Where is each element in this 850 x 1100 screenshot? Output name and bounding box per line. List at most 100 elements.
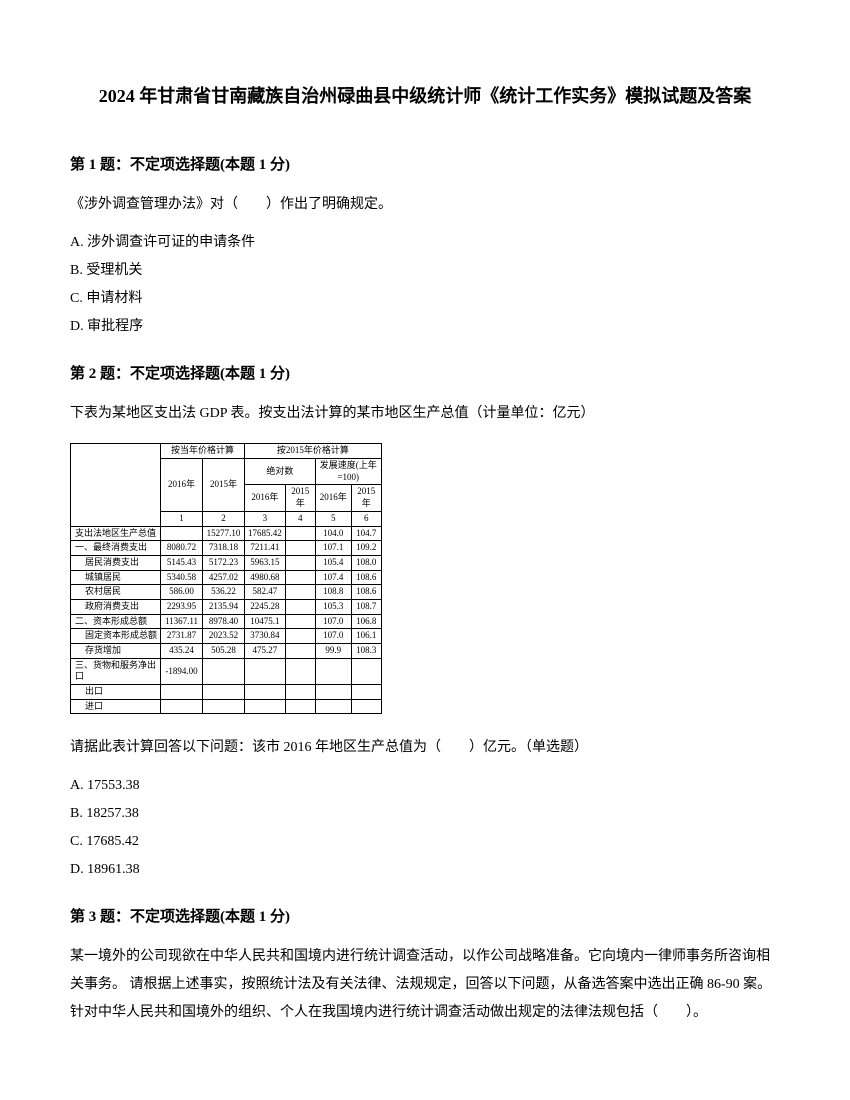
table-cell xyxy=(285,570,315,585)
table-row: 政府消费支出2293.952135.942245.28105.3108.7 xyxy=(71,599,382,614)
table-cell xyxy=(245,658,286,684)
q1-option-a: A. 涉外调查许可证的申请条件 xyxy=(70,229,780,257)
table-cell xyxy=(285,526,315,541)
table-row-label: 二、资本形成总额 xyxy=(71,614,161,629)
table-header-col3: 按2015年价格计算 xyxy=(245,444,382,459)
table-sub1: 绝对数 xyxy=(245,459,316,485)
table-row: 存货增加435.24505.28475.27 99.9108.3 xyxy=(71,644,382,659)
table-cell: 105.4 xyxy=(315,555,351,570)
table-cell xyxy=(161,526,203,541)
table-cell: 11367.11 xyxy=(161,614,203,629)
q2-table-container: 按当年价格计算 按2015年价格计算 2016年 2015年 绝对数 发展速度(… xyxy=(70,443,780,714)
table-cell xyxy=(203,685,245,700)
table-cell xyxy=(285,614,315,629)
table-cell: 106.8 xyxy=(351,614,381,629)
table-row: 一、最终消费支出8080.727318.187211.41107.1109.2 xyxy=(71,541,382,556)
table-cell: 7211.41 xyxy=(245,541,286,556)
table-y2: 2015年 xyxy=(203,459,245,512)
q2-option-d: D. 18961.38 xyxy=(70,856,780,884)
table-cell: 4257.02 xyxy=(203,570,245,585)
table-cell xyxy=(161,699,203,714)
q1-text: 《涉外调查管理办法》对（ ）作出了明确规定。 xyxy=(70,191,780,219)
table-cell: 108.0 xyxy=(351,555,381,570)
q3-text: 某一境外的公司现欲在中华人民共和国境内进行统计调查活动，以作公司战略准备。它向境… xyxy=(70,943,780,1027)
table-row: 支出法地区生产总值15277.1017685.42104.0104.7 xyxy=(71,526,382,541)
table-cell: 99.9 xyxy=(315,644,351,659)
table-cell: 5963.15 xyxy=(245,555,286,570)
table-cell: 475.27 xyxy=(245,644,286,659)
table-cell xyxy=(285,599,315,614)
table-cell xyxy=(285,658,315,684)
table-row-label: 进口 xyxy=(71,699,161,714)
q2-option-c: C. 17685.42 xyxy=(70,828,780,856)
q1-option-c: C. 申请材料 xyxy=(70,285,780,313)
q1-option-b: B. 受理机关 xyxy=(70,257,780,285)
table-row-label: 支出法地区生产总值 xyxy=(71,526,161,541)
table-cell xyxy=(285,541,315,556)
table-cell xyxy=(285,644,315,659)
table-header-col2: 按当年价格计算 xyxy=(161,444,245,459)
table-c6: 5 xyxy=(315,511,351,526)
q2-post-text: 请据此表计算回答以下问题：该市 2016 年地区生产总值为（ ）亿元。（单选题） xyxy=(70,734,780,762)
q2-option-b: B. 18257.38 xyxy=(70,800,780,828)
table-cell xyxy=(245,685,286,700)
table-row-label: 固定资本形成总额 xyxy=(71,629,161,644)
table-cell: 17685.42 xyxy=(245,526,286,541)
table-cell xyxy=(351,699,381,714)
table-cell: 2293.95 xyxy=(161,599,203,614)
table-c7: 6 xyxy=(351,511,381,526)
table-cell: 104.0 xyxy=(315,526,351,541)
table-cell: 107.0 xyxy=(315,614,351,629)
table-row: 居民消费支出5145.435172.235963.15105.4108.0 xyxy=(71,555,382,570)
table-cell: 7318.18 xyxy=(203,541,245,556)
table-cell: 108.6 xyxy=(351,585,381,600)
table-cell xyxy=(203,699,245,714)
table-c5: 4 xyxy=(285,511,315,526)
q2-header: 第 2 题：不定项选择题(本题 1 分) xyxy=(70,361,780,388)
table-c2: 1 xyxy=(161,511,203,526)
table-cell: 3730.84 xyxy=(245,629,286,644)
q2-option-a: A. 17553.38 xyxy=(70,772,780,800)
table-cell: 8080.72 xyxy=(161,541,203,556)
table-row-label: 城镇居民 xyxy=(71,570,161,585)
table-cell: 108.6 xyxy=(351,570,381,585)
q2-text: 下表为某地区支出法 GDP 表。按支出法计算的某市地区生产总值（计量单位：亿元） xyxy=(70,400,780,428)
table-row-label: 存货增加 xyxy=(71,644,161,659)
table-y6: 2015年 xyxy=(351,485,381,511)
table-row: 农村居民586.00536.22582.47108.8108.6 xyxy=(71,585,382,600)
q1-options: A. 涉外调查许可证的申请条件 B. 受理机关 C. 申请材料 D. 审批程序 xyxy=(70,229,780,341)
table-y4: 2015年 xyxy=(285,485,315,511)
table-y3: 2016年 xyxy=(245,485,286,511)
table-cell: 505.28 xyxy=(203,644,245,659)
table-cell xyxy=(315,685,351,700)
table-row-label: 居民消费支出 xyxy=(71,555,161,570)
table-cell xyxy=(315,658,351,684)
table-cell xyxy=(203,658,245,684)
table-cell: 2245.28 xyxy=(245,599,286,614)
table-cell: 582.47 xyxy=(245,585,286,600)
table-cell xyxy=(285,585,315,600)
table-row-label: 三、货物和服务净出口 xyxy=(71,658,161,684)
table-cell: 108.3 xyxy=(351,644,381,659)
table-y5: 2016年 xyxy=(315,485,351,511)
table-c3: 2 xyxy=(203,511,245,526)
table-cell: 10475.1 xyxy=(245,614,286,629)
table-y1: 2016年 xyxy=(161,459,203,512)
table-row: 城镇居民5340.584257.024980.68107.4108.6 xyxy=(71,570,382,585)
table-cell: 5145.43 xyxy=(161,555,203,570)
table-cell: 2731.87 xyxy=(161,629,203,644)
table-row: 出口 xyxy=(71,685,382,700)
document-title: 2024 年甘肃省甘南藏族自治州碌曲县中级统计师《统计工作实务》模拟试题及答案 xyxy=(70,80,780,112)
table-cell: 8978.40 xyxy=(203,614,245,629)
table-cell xyxy=(285,629,315,644)
table-cell xyxy=(161,685,203,700)
table-cell: 105.3 xyxy=(315,599,351,614)
table-cell: 109.2 xyxy=(351,541,381,556)
table-cell: 435.24 xyxy=(161,644,203,659)
table-row-label: 出口 xyxy=(71,685,161,700)
table-cell: 586.00 xyxy=(161,585,203,600)
table-cell: 107.0 xyxy=(315,629,351,644)
table-cell: 2135.94 xyxy=(203,599,245,614)
table-row-label: 农村居民 xyxy=(71,585,161,600)
table-sub2: 发展速度(上年=100) xyxy=(315,459,381,485)
